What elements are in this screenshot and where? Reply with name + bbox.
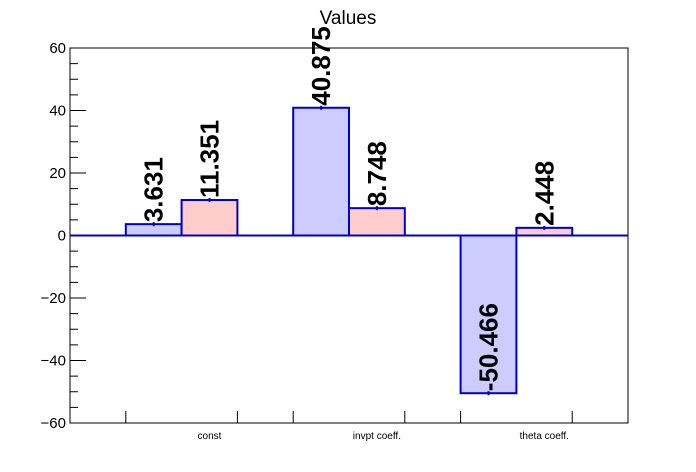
y-tick-label: 60 [49,40,66,57]
y-tick-label: 20 [49,165,66,182]
data-label: 3.631 [139,157,169,222]
y-tick-label: 0 [58,228,66,245]
y-tick-label: 40 [49,103,66,120]
data-labels: 3.631 40.875 -50.466 11.351 8.748 2.448 [139,26,560,391]
bar [180,199,239,237]
x-axis: const invpt coeff. theta coeff. [125,411,573,442]
bar [292,106,351,237]
bars [124,105,574,396]
x-tick-label: const [198,431,222,442]
x-tick-label: invpt coeff. [353,431,401,442]
x-tick-label: theta coeff. [520,431,569,442]
y-tick-label: −40 [41,353,66,370]
data-label: 2.448 [529,161,559,226]
data-label: -50.466 [474,303,504,391]
bar [348,207,406,237]
chart-title: Values [320,8,377,29]
data-label: 8.748 [362,141,392,206]
y-tick-label: −60 [41,415,66,432]
y-tick-label: −20 [41,290,66,307]
data-label: 40.875 [306,26,336,106]
data-label: 11.351 [195,120,225,198]
